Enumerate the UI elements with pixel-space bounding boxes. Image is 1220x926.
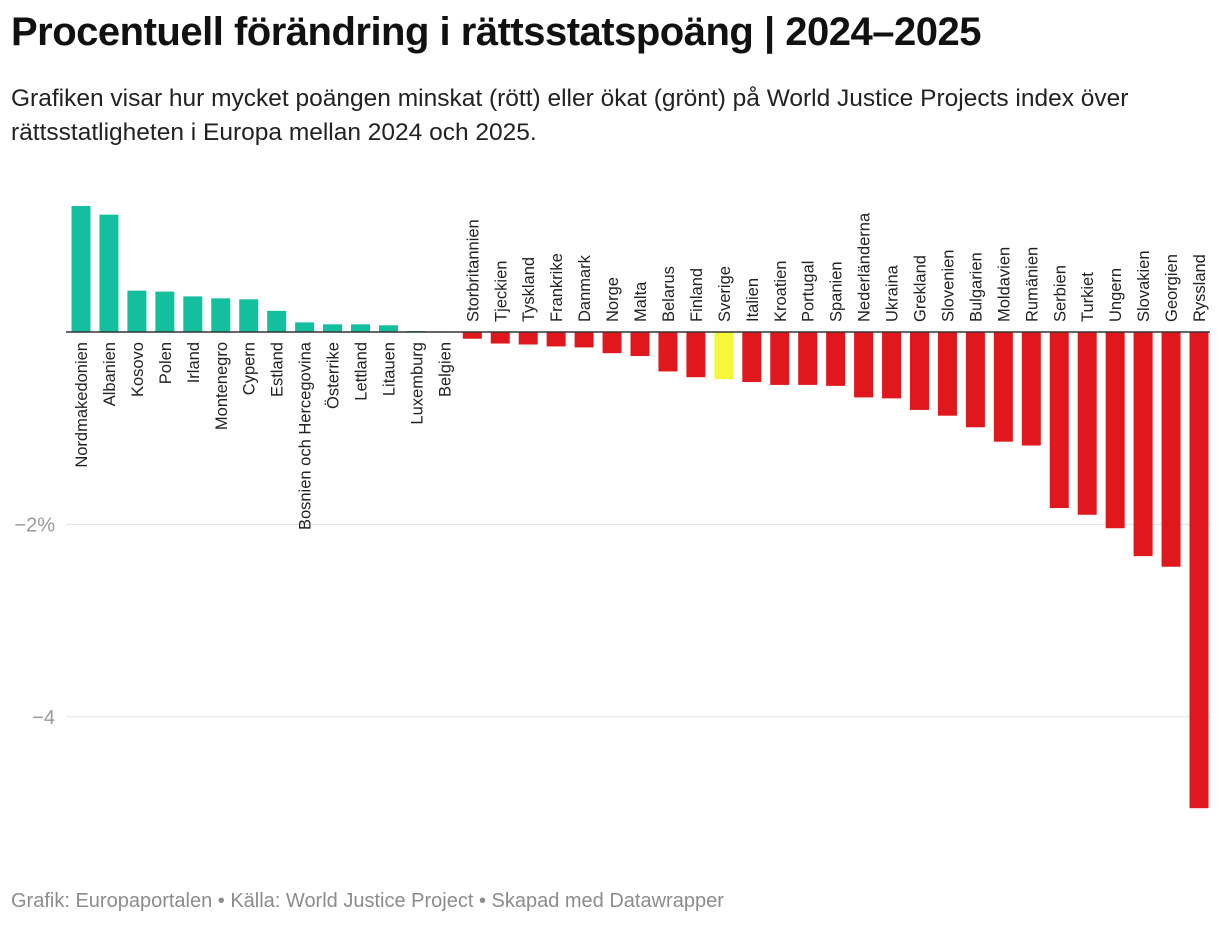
bar [323, 324, 343, 332]
bar [602, 332, 622, 354]
category-label: Nordmakedonien [73, 342, 91, 468]
bar [127, 290, 147, 332]
bar [882, 332, 902, 399]
bar [490, 332, 510, 344]
bar [183, 296, 203, 332]
category-label: Lettland [353, 342, 371, 401]
category-label: Belarus [660, 266, 678, 322]
category-label: Luxemburg [408, 342, 426, 425]
category-label: Estland [269, 342, 287, 397]
bar [630, 332, 650, 357]
bar [1049, 332, 1069, 509]
category-label: Finland [688, 268, 706, 322]
bar [965, 332, 985, 428]
category-label: Irland [185, 342, 203, 383]
category-label: Kosovo [129, 342, 147, 397]
bar-chart: Nordmakedonien Albanien Kosovo Polen Irland M… [14, 205, 1210, 809]
bar [854, 332, 874, 398]
bar [462, 332, 482, 339]
category-label: Slovenien [939, 250, 957, 322]
bar [714, 332, 734, 380]
bar [1189, 332, 1209, 809]
category-label: Portugal [800, 261, 818, 322]
bar [1105, 332, 1125, 529]
category-label: Sverige [716, 266, 734, 322]
category-label: Cypern [241, 342, 259, 395]
bar [686, 332, 706, 378]
category-label: Polen [157, 342, 175, 384]
bar [1021, 332, 1041, 446]
category-label: Bosnien och Hercegovina [297, 341, 315, 530]
bar [211, 298, 231, 332]
category-label: Albanien [101, 342, 119, 406]
category-label: Litauen [380, 342, 398, 396]
category-label: Nederländerna [856, 212, 874, 322]
category-label: Malta [632, 281, 650, 322]
bar [770, 332, 790, 385]
category-label: Ryssland [1191, 254, 1209, 322]
bar [1133, 332, 1153, 557]
bar [239, 299, 259, 332]
bar [993, 332, 1013, 442]
category-label: Belgien [436, 342, 454, 397]
category-label: Italien [744, 278, 762, 322]
chart-title: Procentuell förändring i rättsstatspoäng… [11, 10, 981, 54]
category-label: Turkiet [1079, 272, 1097, 322]
bars [66, 205, 1210, 809]
category-label: Frankrike [548, 253, 566, 322]
category-label: Tjeckien [492, 261, 510, 322]
category-label: Georgien [1163, 254, 1181, 322]
category-label: Moldavien [995, 247, 1013, 322]
bar [351, 324, 370, 332]
bar [658, 332, 678, 372]
category-label: Slovakien [1135, 250, 1153, 322]
category-labels: Nordmakedonien Albanien Kosovo Polen Irland M… [73, 212, 1209, 530]
category-label: Storbritannien [464, 219, 482, 322]
category-label: Rumänien [1023, 247, 1041, 322]
bar [1161, 332, 1181, 567]
category-label: Ukraina [884, 264, 902, 322]
bar [910, 332, 929, 410]
bar [798, 332, 818, 385]
category-label: Norge [604, 277, 622, 322]
category-label: Danmark [576, 254, 594, 322]
category-label: Spanien [828, 261, 846, 322]
bar [546, 332, 566, 347]
bar [937, 332, 957, 416]
chart-subtitle: Grafiken visar hur mycket poängen minska… [11, 85, 1129, 146]
bar [155, 291, 175, 332]
bar [1077, 332, 1097, 515]
y-tick-label: −2% [14, 514, 55, 536]
bar [99, 214, 119, 332]
category-label: Montenegro [213, 342, 231, 430]
category-label: Tyskland [520, 257, 538, 322]
gridlines [66, 523, 1210, 718]
category-label: Österrike [325, 342, 343, 409]
category-label: Bulgarien [967, 252, 985, 322]
category-label: Grekland [912, 255, 930, 322]
bar [71, 205, 91, 332]
category-label: Kroatien [772, 261, 790, 322]
bar [295, 322, 315, 332]
y-axis-ticks: −2% −4 [14, 514, 55, 728]
category-label: Ungern [1107, 268, 1125, 322]
chart-footer: Grafik: Europaportalen • Källa: World Ju… [11, 890, 724, 912]
bar [267, 310, 287, 332]
bar [518, 332, 538, 345]
y-tick-label: −4 [32, 707, 55, 729]
bar [378, 325, 398, 332]
bar [742, 332, 762, 383]
category-label: Serbien [1051, 265, 1069, 322]
bar [826, 332, 846, 386]
bar [574, 332, 594, 348]
